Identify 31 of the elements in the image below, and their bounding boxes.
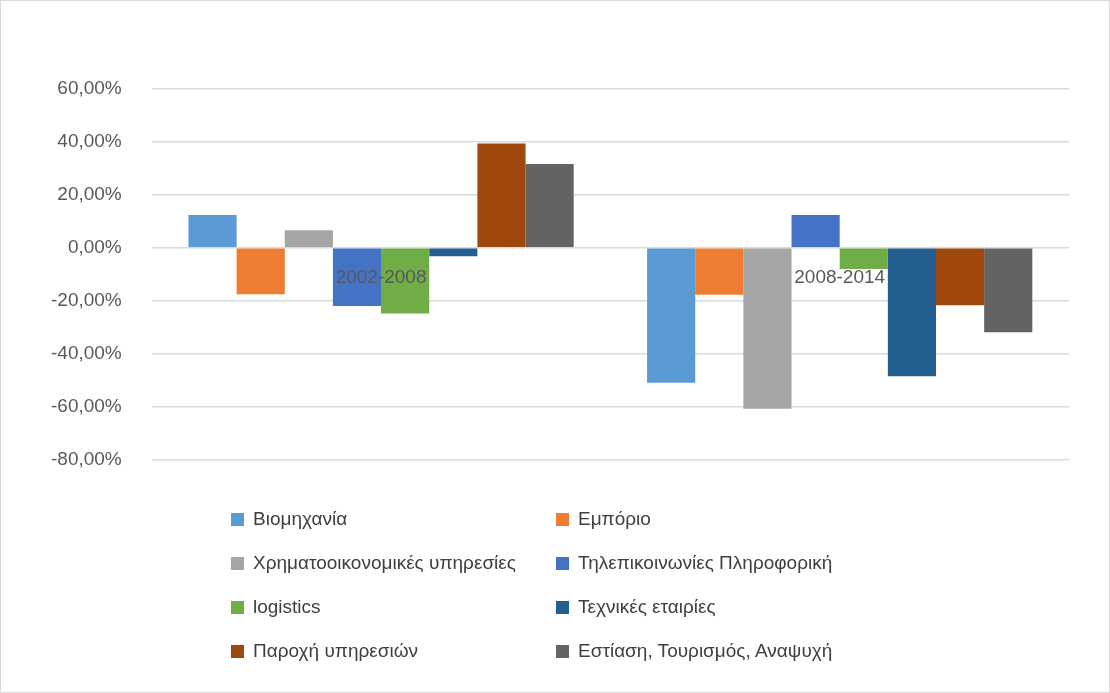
- bar: [936, 248, 985, 306]
- bar: [477, 143, 526, 248]
- legend-label: Βιομηχανία: [253, 508, 348, 530]
- legend-label: Εστίαση, Τουρισμός, Αναψυχή: [578, 640, 833, 662]
- bar: [839, 248, 888, 270]
- legend-label: Τεχνικές εταιρίες: [578, 596, 716, 618]
- legend-label: Τηλεπικοινωνίες Πληροφορική: [578, 552, 833, 574]
- bar: [887, 248, 936, 377]
- bar: [236, 248, 285, 295]
- y-tick-label: 0,00%: [67, 236, 122, 258]
- bar: [791, 215, 840, 248]
- legend-label: Εμπόριο: [578, 508, 651, 530]
- y-tick-label: -40,00%: [50, 341, 122, 363]
- legend-label: logistics: [253, 596, 321, 618]
- y-tick-label: -20,00%: [50, 289, 122, 311]
- y-tick-label: 20,00%: [57, 183, 122, 205]
- bar: [429, 248, 478, 257]
- bar: [284, 230, 333, 248]
- x-tick-label: 2008-2014: [794, 265, 886, 287]
- bar: [188, 215, 237, 248]
- legend-label: Παροχή υπηρεσιών: [253, 640, 419, 662]
- bar: [984, 248, 1033, 333]
- bar: [647, 248, 696, 383]
- y-tick-label: -80,00%: [50, 447, 122, 469]
- bar: [743, 248, 792, 409]
- y-tick-label: -60,00%: [50, 394, 122, 416]
- y-tick-label: 40,00%: [57, 130, 122, 152]
- bar: [525, 163, 574, 248]
- bar: [695, 248, 744, 295]
- y-tick-label: 60,00%: [57, 77, 122, 99]
- legend-label: Χρηματοοικονομικές υπηρεσίες: [253, 552, 516, 574]
